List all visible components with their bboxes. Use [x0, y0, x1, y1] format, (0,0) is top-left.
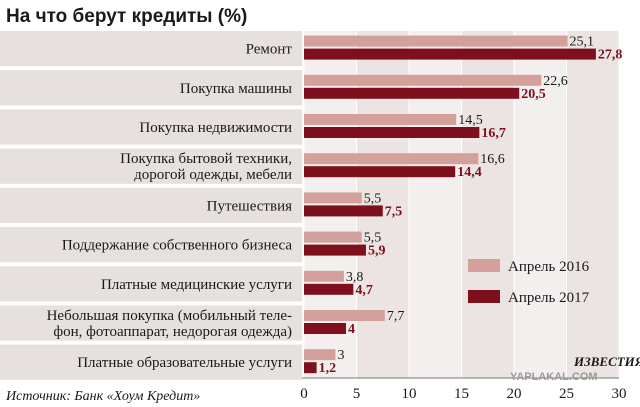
- category-band: [0, 305, 302, 341]
- category-label-line: Ремонт: [246, 42, 293, 58]
- category-label-line: дорогой одежды, мебели: [134, 167, 292, 183]
- plot-band: [514, 31, 567, 378]
- data-label: 5,5: [364, 231, 382, 246]
- bar: [304, 349, 336, 361]
- category-label: Путешествия: [207, 198, 292, 214]
- data-label: 25,1: [570, 35, 595, 50]
- source-note: Источник: Банк «Хоум Кредит»: [5, 389, 200, 404]
- x-axis-ticks: 0 5 10 15 20 25 30: [300, 377, 627, 402]
- bar: [304, 270, 344, 282]
- data-label: 14,4: [457, 165, 482, 180]
- data-label: 5,9: [368, 244, 386, 259]
- category-band: [0, 148, 302, 184]
- data-label: 22,6: [543, 74, 568, 89]
- x-tick-label: 5: [353, 386, 361, 402]
- bar: [304, 283, 354, 295]
- x-tick-label: 0: [300, 386, 308, 402]
- category-label-line: Платные медицинские услуги: [101, 277, 292, 293]
- bar: [304, 205, 383, 217]
- category-band: [0, 70, 302, 106]
- category-label: Покупка бытовой техники, дорогой одежды, …: [120, 151, 292, 183]
- chart-title: На что берут кредиты (%): [6, 6, 247, 27]
- plot-band: [566, 31, 619, 378]
- bar: [304, 310, 385, 321]
- x-tick-label: 20: [507, 386, 522, 402]
- x-tick-label: 30: [612, 386, 627, 402]
- data-label: 3: [338, 348, 345, 363]
- bar: [304, 153, 479, 165]
- category-label-line: Покупка недвижимости: [139, 120, 292, 136]
- category-label: Платные образовательные услуги: [77, 355, 292, 371]
- category-band: [0, 187, 302, 223]
- category-label-line: фон, фотоаппарат, недорогая одежда): [53, 324, 292, 340]
- bar: [304, 231, 362, 243]
- legend-swatch: [468, 290, 500, 303]
- category-band: [0, 109, 302, 145]
- category-label: Покупка машины: [180, 81, 292, 97]
- category-label: Небольшая покупка (мобильный теле-фон, ф…: [47, 308, 292, 340]
- category-label: Ремонт: [246, 42, 293, 58]
- category-label-line: Небольшая покупка (мобильный теле-: [47, 308, 292, 324]
- data-label: 1,2: [319, 361, 337, 376]
- x-tick-label: 10: [402, 386, 417, 402]
- bar: [304, 114, 457, 125]
- category-band: [0, 266, 302, 302]
- category-label-line: Покупка бытовой техники,: [120, 151, 292, 167]
- category-label: Поддержание собственного бизнеса: [62, 238, 293, 254]
- data-label: 4,7: [355, 283, 373, 298]
- data-label: 4: [348, 322, 355, 337]
- bar: [304, 323, 346, 334]
- category-label: Покупка недвижимости: [139, 120, 292, 136]
- legend-label: Апрель 2016: [508, 259, 590, 275]
- data-label: 16,6: [480, 152, 505, 167]
- bar: [304, 87, 520, 99]
- category-label-line: Платные образовательные услуги: [77, 355, 292, 371]
- data-label: 20,5: [521, 87, 546, 102]
- legend-swatch: [468, 259, 500, 272]
- data-label: 7,5: [385, 204, 403, 219]
- bars: 25,127,822,620,514,516,716,614,45,57,55,…: [304, 35, 623, 376]
- data-label: 7,7: [387, 309, 405, 324]
- data-label: 14,5: [458, 113, 483, 128]
- category-label-line: Путешествия: [207, 198, 292, 214]
- category-label-line: Поддержание собственного бизнеса: [62, 238, 293, 254]
- data-label: 5,5: [364, 191, 382, 206]
- bar: [304, 48, 596, 60]
- x-tick-label: 15: [454, 386, 469, 402]
- watermark: YAPLAKAL.COM: [510, 371, 598, 383]
- x-tick-label: 25: [559, 386, 574, 402]
- category-band: [0, 227, 302, 263]
- bar: [304, 362, 317, 374]
- legend: Апрель 2016 Апрель 2017: [468, 259, 590, 306]
- bar: [304, 74, 542, 86]
- category-rows: Ремонт Покупка машины Покупка недвижимости…: [0, 31, 302, 380]
- category-label-line: Покупка машины: [180, 81, 292, 97]
- category-band: [0, 344, 302, 380]
- bar: [304, 244, 366, 256]
- brand-logo: ИЗВЕСТИЯ: [573, 354, 640, 369]
- category-label: Платные медицинские услуги: [101, 277, 292, 293]
- legend-label: Апрель 2017: [508, 290, 590, 306]
- category-band: [0, 31, 302, 67]
- data-label: 27,8: [598, 48, 623, 63]
- data-label: 16,7: [481, 126, 506, 141]
- data-label: 3,8: [346, 270, 364, 285]
- bar: [304, 127, 480, 138]
- bar: [304, 166, 456, 178]
- bar: [304, 192, 362, 204]
- bar: [304, 35, 568, 47]
